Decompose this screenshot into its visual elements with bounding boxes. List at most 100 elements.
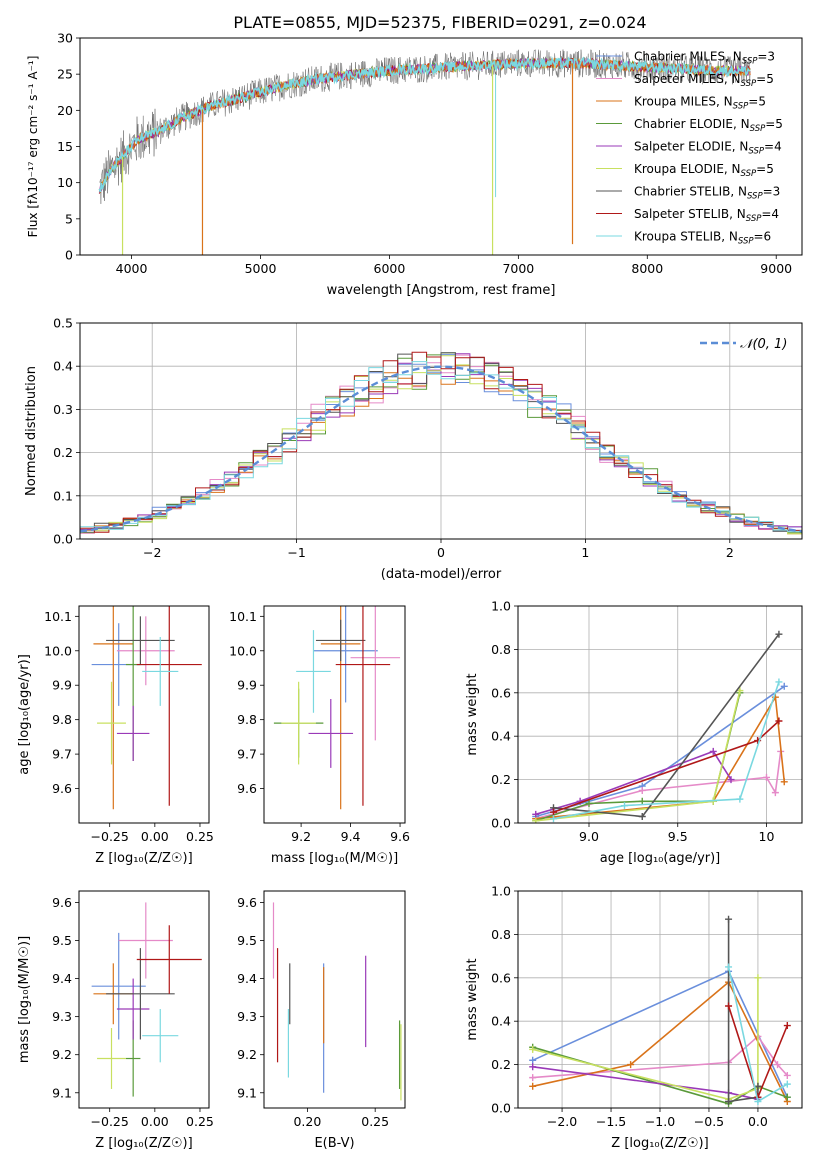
x-tick-label: −0.5 [694,1114,724,1129]
weight-line [535,685,785,818]
x-tick-label: 9.0 [579,829,599,844]
y-tick-label: 10.1 [44,609,72,624]
legend-label: Salpeter MILES, NSSP=5 [634,72,774,89]
x-tick-label: −0.25 [91,1114,129,1129]
weight-marker [775,630,783,638]
weight-marker [638,786,646,794]
y-tick-label: 0.4 [53,359,73,374]
mass_vs_Z-axes: −0.25 0.00 0.25 9.1 9.2 9.3 9.4 9.5 9.6 Z [log₁₀(… [17,895,214,1151]
y-tick-label: 9.2 [237,1047,257,1062]
legend-label: Chabrier STELIB, NSSP=3 [634,185,780,202]
y-tick-label: 0.3 [53,402,73,417]
y-tick-label: 0.2 [491,1057,511,1072]
y-tick-label: 9.8 [237,712,257,727]
weight-marker [529,1056,537,1064]
age_vs_mass-plot [273,606,401,810]
x-axis-label: Z [log₁₀(Z/Z☉)] [611,1136,708,1151]
x-tick-label: 0.20 [293,1114,321,1129]
y-tick-label: 0.0 [491,816,511,831]
weight-marker [783,1022,791,1030]
y-tick-label: 9.1 [52,1085,72,1100]
y-axis-label: mass [log₁₀(M/M☉)] [17,936,32,1063]
spectrum-plot [98,49,751,255]
legend-label: 𝒩(0, 1) [740,337,787,352]
x-tick-label: 5000 [245,261,277,276]
y-tick-label: 9.5 [52,933,72,948]
x-tick-label: 0.00 [141,1114,169,1129]
y-tick-label: 9.6 [52,895,72,910]
x-tick-label: 9.6 [390,829,410,844]
x-axis-label: mass [log₁₀(M/M☉)] [271,851,398,866]
weight-marker [783,1080,791,1088]
x-tick-label: 1 [581,545,589,560]
weight-line [727,919,759,1103]
y-tick-label: 10.0 [44,643,72,658]
x-tick-label: −1.0 [645,1114,675,1129]
weight-marker [529,1045,537,1053]
x-tick-label: 7000 [502,261,534,276]
y-tick-label: 9.9 [52,678,72,693]
weight-marker [774,1061,782,1069]
y-tick-label: 25 [57,67,73,82]
weight-marker [638,797,646,805]
spectrum-frame [79,37,803,256]
y-tick-label: 0.4 [491,729,511,744]
weight-marker [627,1061,635,1069]
weight-marker [725,1002,733,1010]
y-tick-label: 0.0 [53,532,73,547]
y-tick-label: 9.5 [237,933,257,948]
spectrum-model-line [98,56,751,193]
y-tick-label: 9.6 [237,895,257,910]
y-tick-label: 0.2 [53,445,73,460]
x-tick-label: 0.25 [186,1114,214,1129]
y-tick-label: 0.1 [53,488,73,503]
legend-label: Salpeter ELODIE, NSSP=4 [634,140,782,157]
legend-label: Kroupa STELIB, NSSP=6 [634,230,771,247]
y-tick-label: 10 [57,175,73,190]
y-tick-label: 0.6 [491,685,511,700]
x-axis-label: wavelength [Angstrom, rest frame] [327,283,556,298]
weight-marker [529,1063,537,1071]
x-axis-label: age [log₁₀(age/yr)] [600,851,721,866]
x-tick-label: 8000 [631,261,663,276]
x-tick-label: 9.5 [668,829,688,844]
y-axis-label: mass weight [465,673,480,755]
weight_vs_age-axes: 9.0 9.5 10 0.0 0.2 0.4 0.6 0.8 1.0 age [log₁₀(age… [465,599,802,866]
histogram-step [80,361,802,532]
weight-marker [529,1074,537,1082]
weight-marker [736,795,744,803]
y-tick-label: 1.0 [491,884,511,899]
x-tick-label: −2 [143,545,161,560]
age_vs_mass-frame [263,605,406,824]
x-tick-label: 0.25 [186,829,214,844]
weight-marker [754,1082,762,1090]
weight-marker [775,717,783,725]
legend-label: Kroupa ELODIE, NSSP=5 [634,162,774,179]
mass_vs_Z-frame [78,890,210,1109]
residuals-axes: −2 −1 0 1 2 0.0 0.1 0.2 0.3 0.4 0.5 (data-model)/er… [24,316,802,582]
x-tick-label: −2.0 [547,1114,577,1129]
weight-marker [775,678,783,686]
legend-label: Salpeter STELIB, NSSP=4 [634,207,779,224]
x-tick-label: 0 [437,545,445,560]
y-tick-label: 20 [57,103,73,118]
y-tick-label: 9.8 [52,712,72,727]
weight-line [535,694,786,820]
weight-line [532,977,759,1101]
weight-line [532,1046,788,1105]
y-tick-label: 5 [65,211,73,226]
weight-marker [585,799,593,807]
y-tick-label: 0.8 [491,642,511,657]
y-tick-label: 15 [57,139,73,154]
weight-marker [763,773,770,781]
x-tick-label: 4000 [116,261,148,276]
y-tick-label: 0.0 [491,1101,511,1116]
y-tick-label: 9.7 [52,747,72,762]
y-tick-label: 9.3 [52,1009,72,1024]
y-tick-label: 10.1 [229,609,257,624]
weight-marker [550,808,557,816]
weight-marker [621,802,628,810]
weight_vs_Z-frame [517,890,803,1109]
weight-marker [532,810,540,818]
